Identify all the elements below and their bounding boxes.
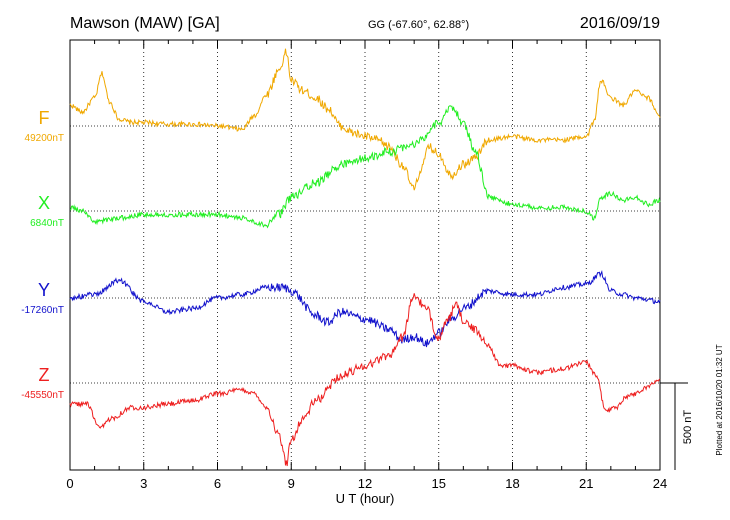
component-label-z: Z [39,365,50,385]
x-tick-label-0: 0 [66,476,73,491]
x-tick-label-9: 9 [288,476,295,491]
baseline-value-x: 6840nT [30,218,64,229]
x-tick-label-21: 21 [579,476,593,491]
component-label-y: Y [38,280,50,300]
x-tick-label-24: 24 [653,476,667,491]
x-tick-label-18: 18 [505,476,519,491]
component-label-x: X [38,193,50,213]
baseline-value-f: 49200nT [25,133,64,144]
x-tick-label-3: 3 [140,476,147,491]
plot-date: 2016/09/19 [580,15,660,32]
component-labels: F 49200nT X 6840nT Y -17260nT Z -45550nT [21,108,64,401]
series-line-f [69,48,661,191]
station-coordinates: GG (-67.60°, 62.88°) [368,19,469,31]
component-label-f: F [39,108,50,128]
x-axis: 0 3 6 9 12 15 18 21 24 [66,40,667,491]
baseline-value-z: -45550nT [21,390,64,401]
x-tick-label-6: 6 [214,476,221,491]
x-axis-label: U T (hour) [336,491,395,506]
baseline-value-y: -17260nT [21,305,64,316]
plotted-timestamp: Plotted at 2016/10/20 01:32 UT [715,344,724,455]
x-tick-label-15: 15 [432,476,446,491]
series-layer [69,48,661,467]
station-title: Mawson (MAW) [GA] [70,15,220,32]
scale-bar: 500 nT [660,382,694,470]
x-tick-label-12: 12 [358,476,372,491]
series-line-z [69,293,661,467]
series-line-y [69,270,661,348]
baseline-layer [70,125,660,384]
series-line-x [70,105,661,229]
scale-bar-label: 500 nT [682,410,694,445]
